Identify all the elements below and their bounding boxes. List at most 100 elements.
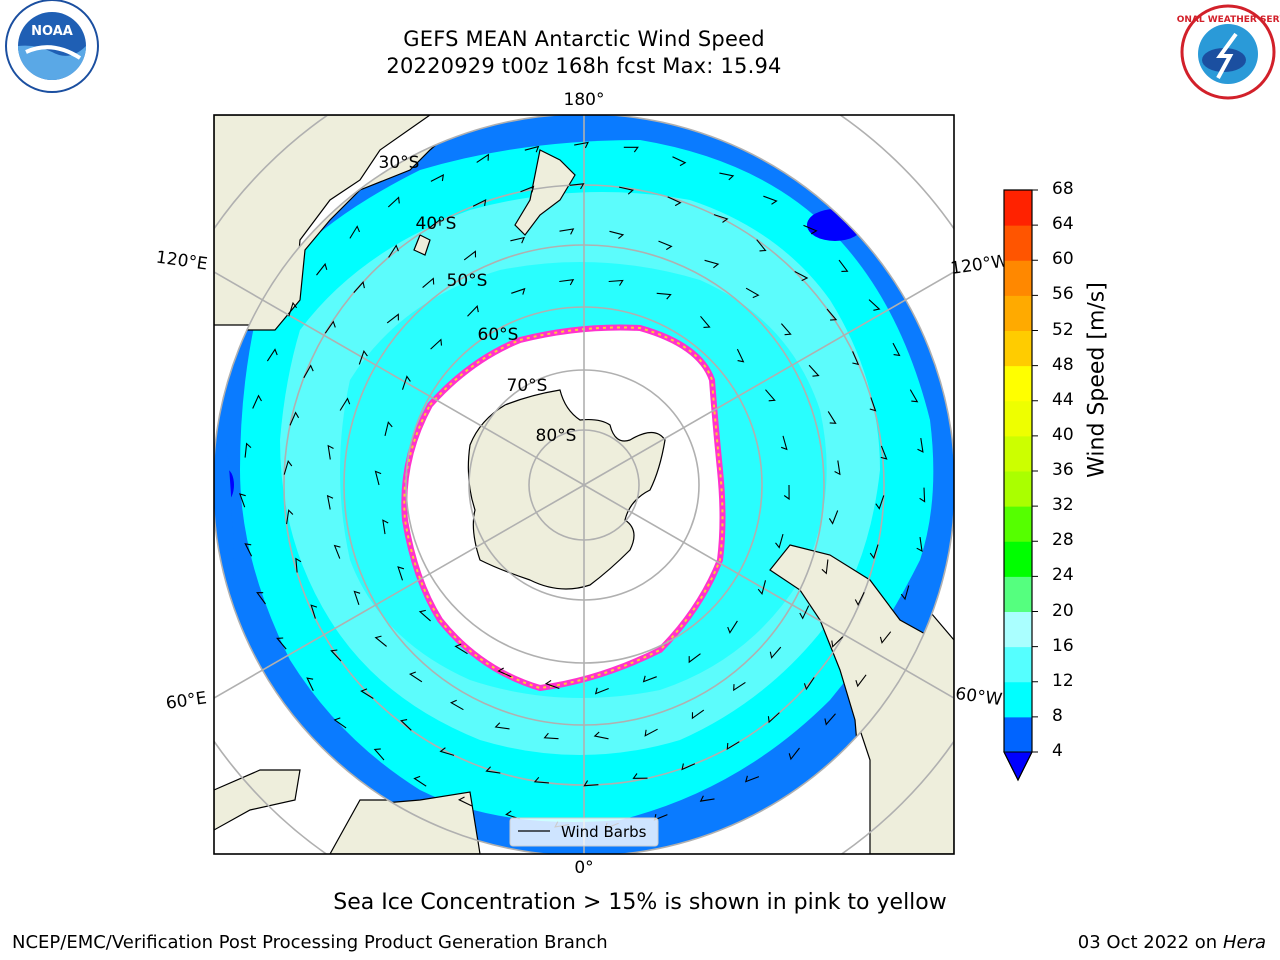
wind-barb bbox=[418, 609, 431, 622]
wind-barb bbox=[408, 671, 423, 683]
wind-barb bbox=[327, 444, 334, 460]
colorbar-tick-label: 36 bbox=[1052, 460, 1074, 480]
colorbar-label: Wind Speed [m/s] bbox=[1084, 282, 1110, 478]
colorbar-tick-label: 68 bbox=[1052, 179, 1074, 199]
noaa-logo-text: NOAA bbox=[31, 24, 73, 39]
wind-barb bbox=[775, 533, 784, 549]
footer-host: Hera bbox=[1222, 932, 1266, 953]
lat-label-80s: 80°S bbox=[536, 426, 577, 446]
wind-barb bbox=[333, 544, 341, 559]
wind-barb bbox=[632, 773, 648, 779]
colorbar-segment bbox=[1004, 435, 1032, 472]
wind-barb bbox=[757, 580, 767, 595]
wind-barb bbox=[360, 688, 374, 699]
wind-barb bbox=[244, 442, 252, 458]
colorbar-segment bbox=[1004, 295, 1032, 331]
wind-barb bbox=[339, 397, 351, 411]
wind-barb bbox=[401, 375, 411, 390]
longitude-lines bbox=[214, 115, 954, 854]
colorbar bbox=[1003, 189, 1038, 782]
wind-barb bbox=[463, 250, 477, 261]
wind-barb bbox=[726, 741, 740, 751]
wind-barb bbox=[681, 763, 696, 771]
colorbar-segment bbox=[1004, 576, 1032, 612]
wind-barb bbox=[449, 699, 464, 711]
colorbar-segment bbox=[1004, 646, 1032, 683]
wind-barb bbox=[266, 348, 278, 362]
wind-barb bbox=[387, 196, 400, 208]
wind-barb bbox=[834, 460, 841, 476]
wind-barb bbox=[704, 259, 720, 269]
wind-barb bbox=[430, 338, 443, 350]
wind-barb bbox=[672, 156, 687, 167]
colorbar-segment bbox=[1004, 541, 1032, 577]
wind-barb bbox=[543, 732, 559, 740]
wind-barb bbox=[700, 315, 711, 328]
lat-label-40s: 40°S bbox=[416, 214, 457, 234]
wind-barb bbox=[763, 195, 778, 205]
wind-barb bbox=[868, 299, 881, 311]
wind-barb bbox=[330, 649, 342, 662]
wind-barb bbox=[559, 228, 575, 235]
colorbar-tick-label: 16 bbox=[1052, 635, 1074, 656]
wind-barb bbox=[733, 681, 746, 692]
wind-barb bbox=[644, 728, 658, 737]
colorbar-tick-label: 64 bbox=[1052, 214, 1074, 235]
colorbar-segment bbox=[1004, 716, 1032, 753]
wind-barbs-legend: Wind Barbs bbox=[509, 817, 659, 847]
wind-barb bbox=[384, 421, 393, 437]
colorbar-tick-label: 28 bbox=[1052, 530, 1074, 551]
map-subtitle: 20220929 t00z 168h fcst Max: 15.94 bbox=[386, 54, 782, 78]
wind-barb bbox=[454, 643, 468, 655]
colorbar-tick-label: 4 bbox=[1052, 741, 1063, 761]
wind-barb bbox=[769, 646, 782, 659]
wind-barb bbox=[358, 350, 368, 365]
wind-barb bbox=[569, 183, 585, 190]
wind-barb bbox=[609, 230, 625, 240]
colorbar-tick-label: 60 bbox=[1052, 249, 1074, 270]
wind-barb bbox=[803, 224, 818, 235]
wind-barb bbox=[783, 484, 790, 501]
colorbar-tick-label: 24 bbox=[1052, 565, 1074, 586]
wind-barb bbox=[828, 510, 839, 525]
map-frame bbox=[213, 114, 955, 855]
wind-barb bbox=[511, 287, 526, 295]
lat-label-30s: 30°S bbox=[379, 153, 420, 173]
footer-date-text: 03 Oct 2022 on bbox=[1077, 932, 1218, 953]
wind-barb bbox=[727, 620, 738, 634]
colorbar-segment bbox=[1004, 330, 1032, 367]
colorbar-segment bbox=[1004, 225, 1032, 261]
wind-barb bbox=[252, 394, 262, 409]
wind-barb bbox=[533, 776, 549, 784]
wind-barb bbox=[388, 244, 399, 258]
lon-label-60e: 60°E bbox=[165, 688, 208, 713]
wind-barb bbox=[374, 635, 387, 647]
lat-label-70s: 70°S bbox=[507, 376, 548, 396]
wind-barb bbox=[875, 495, 885, 510]
wind-barb bbox=[831, 636, 844, 648]
wind-barb bbox=[781, 435, 788, 451]
wind-barb bbox=[917, 438, 924, 453]
wind-barb bbox=[472, 199, 487, 207]
wind-barb bbox=[919, 487, 926, 503]
wind-barb bbox=[691, 709, 705, 720]
colorbar-segment bbox=[1004, 400, 1032, 437]
wind-barb bbox=[413, 775, 427, 787]
wind-barb bbox=[574, 141, 589, 149]
wind-barb bbox=[286, 509, 294, 525]
wind-barb bbox=[855, 674, 867, 688]
colorbar-tick-label: 12 bbox=[1052, 670, 1074, 691]
wind-barb bbox=[400, 719, 412, 731]
colorbar-segment bbox=[1004, 260, 1032, 296]
wind-barb bbox=[788, 747, 800, 761]
wind-barb bbox=[324, 320, 336, 334]
wind-barb bbox=[244, 543, 253, 557]
wind-barb bbox=[794, 271, 809, 282]
wind-barb bbox=[306, 677, 314, 691]
wind-barb bbox=[520, 185, 535, 193]
lon-label-120e: 120°E bbox=[155, 248, 209, 275]
footer-credit: NCEP/EMC/Verification Post Processing Pr… bbox=[12, 932, 608, 953]
wind-barb bbox=[744, 775, 760, 783]
wind-barb bbox=[745, 287, 760, 299]
